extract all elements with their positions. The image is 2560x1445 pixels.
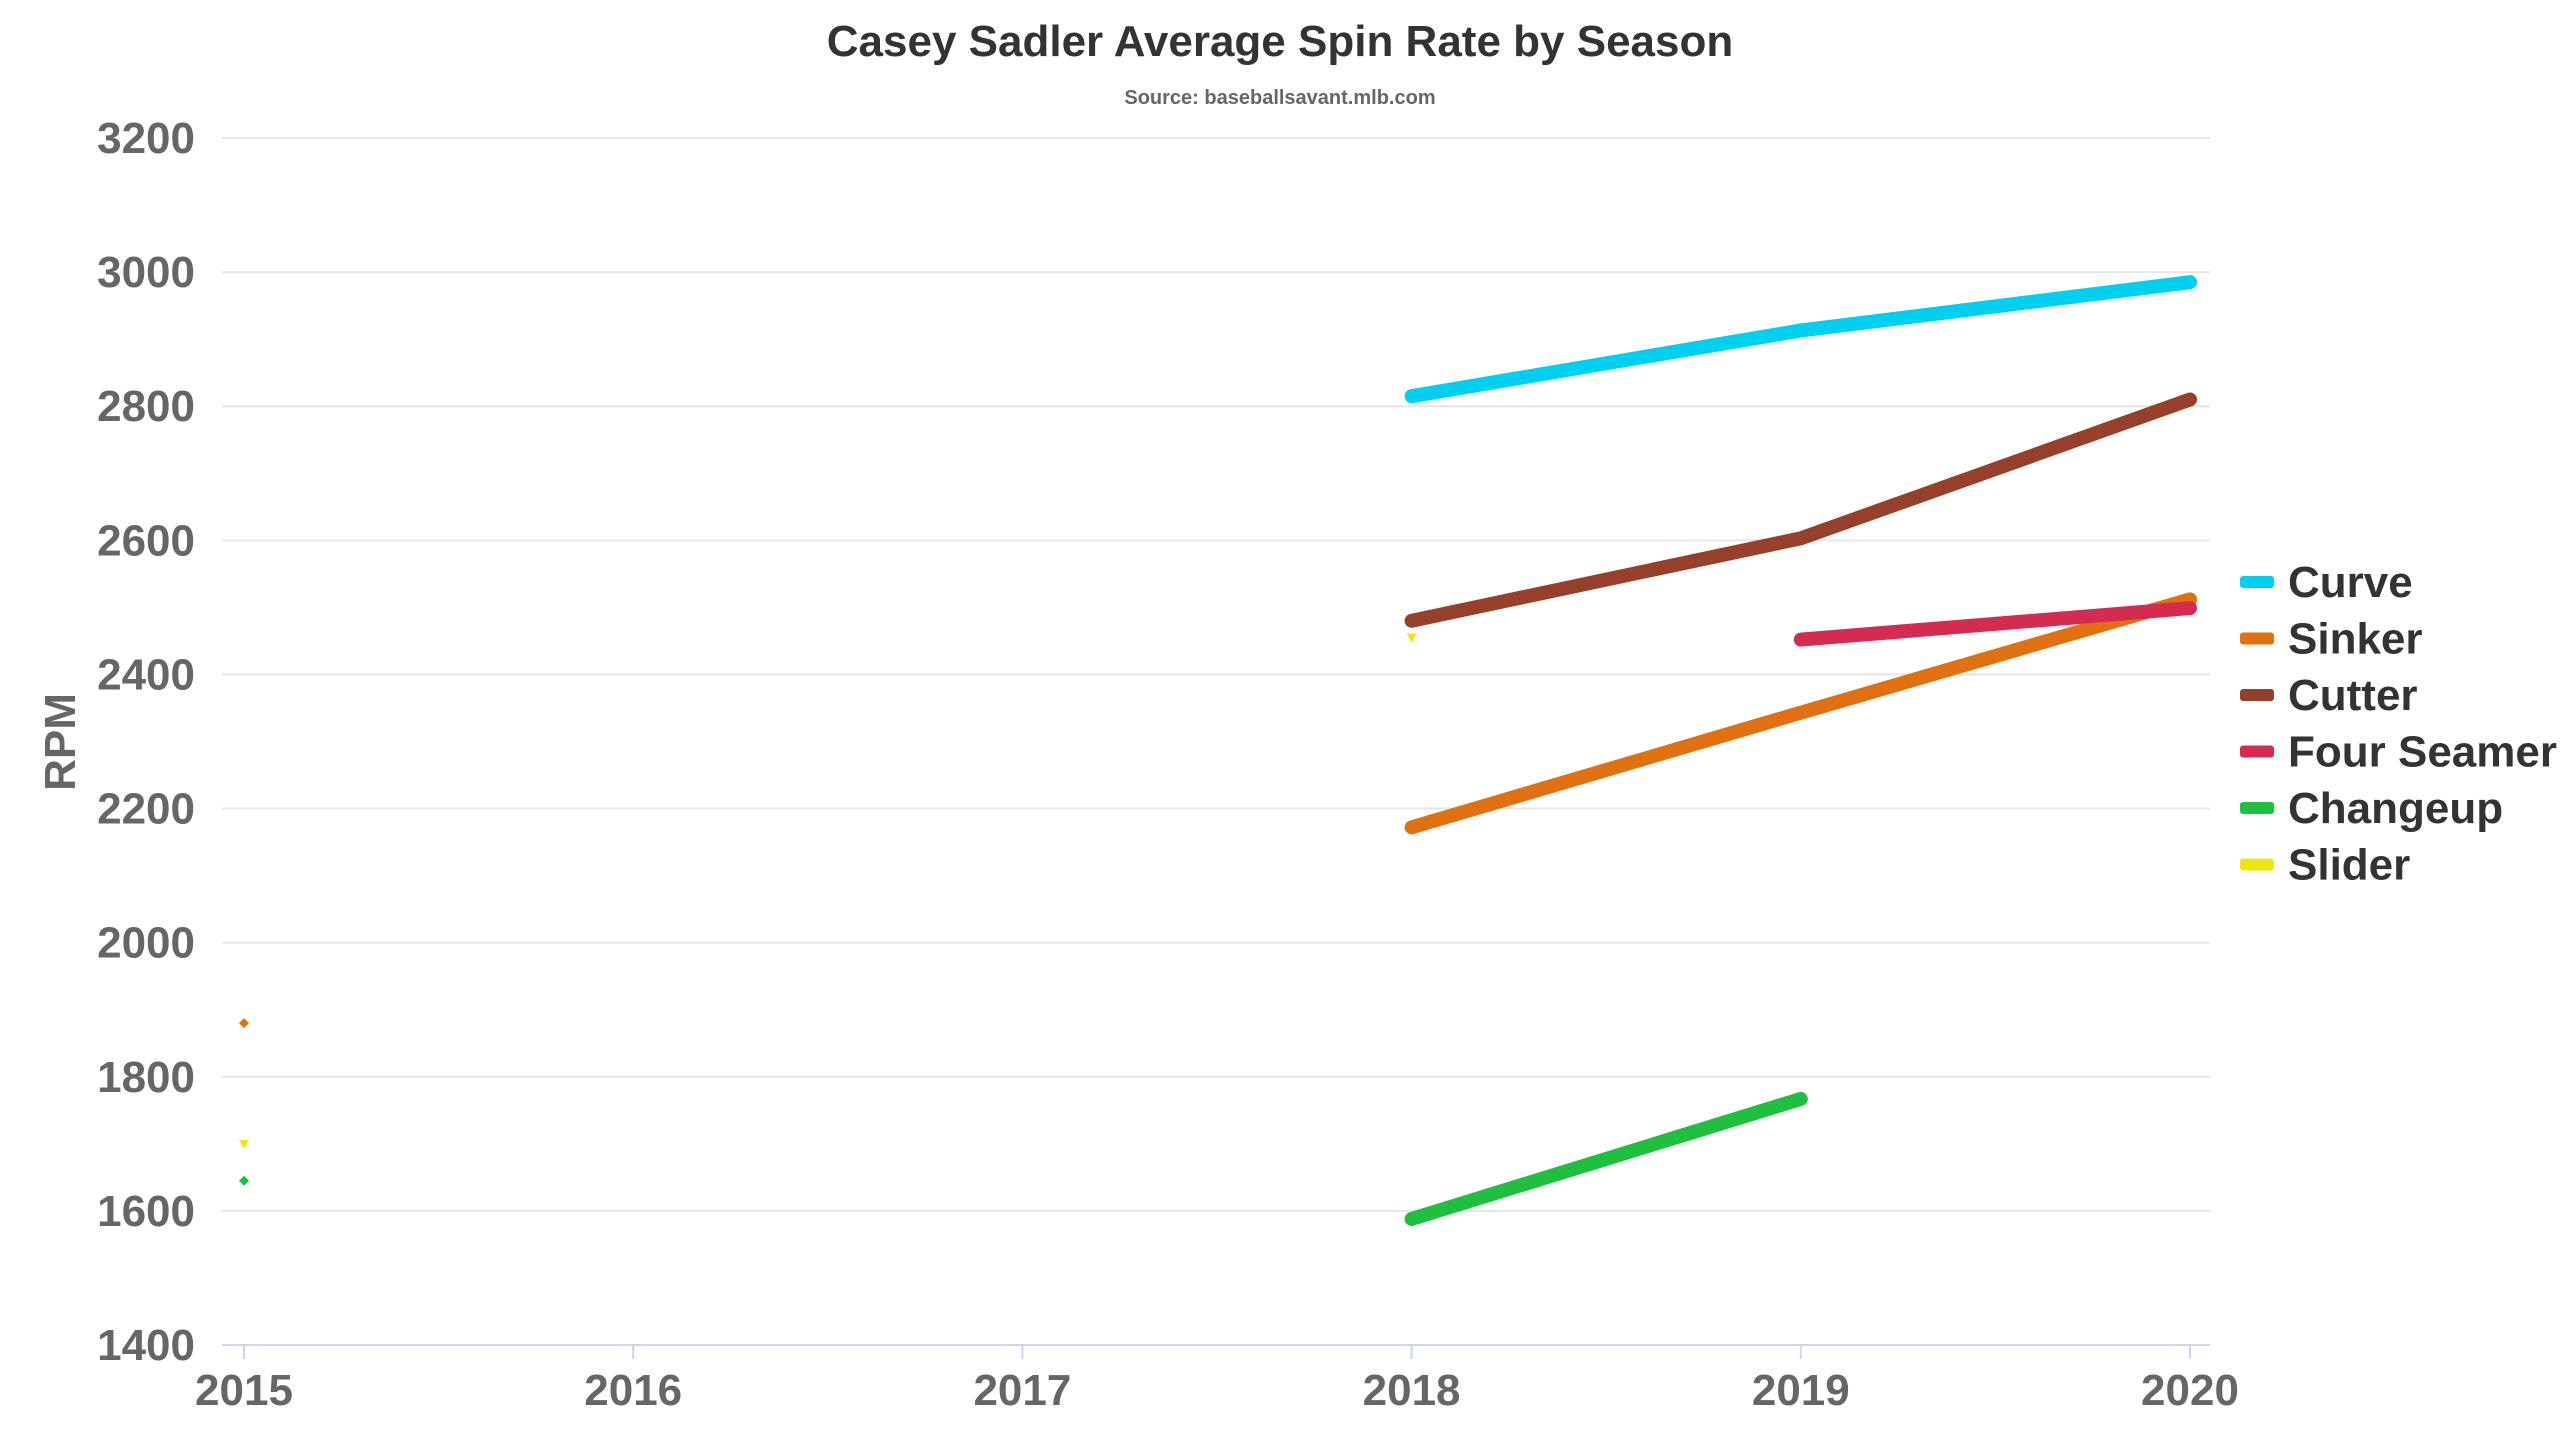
legend-swatch — [2240, 632, 2274, 645]
legend-label: Sinker — [2288, 615, 2423, 664]
gridlines — [222, 137, 2210, 1212]
x-tick-label: 2019 — [1752, 1366, 1850, 1415]
legend-swatch — [2240, 802, 2274, 814]
series-line — [1404, 592, 2197, 835]
axes: 1400 1600 1800 2000 2200 2400 2600 2800 3000 3200… — [97, 114, 2239, 1415]
x-tick-label: 2016 — [584, 1366, 682, 1415]
y-tick-label: 3200 — [97, 114, 195, 163]
x-tick-label: 2018 — [1363, 1366, 1461, 1415]
legend-swatch — [2240, 858, 2274, 871]
legend-swatch — [2240, 689, 2274, 701]
series-cutter — [1404, 392, 2197, 628]
legend-label: Changeup — [2288, 784, 2503, 833]
series-point — [1406, 633, 1417, 643]
chart-subtitle: Source: baseballsavant.mlb.com — [1124, 87, 1435, 109]
series-line — [1793, 601, 2197, 647]
series-changeup — [239, 1091, 1808, 1226]
series-line — [1404, 1091, 1808, 1226]
series-line — [1404, 392, 2197, 628]
chart-title: Casey Sadler Average Spin Rate by Season — [827, 17, 1733, 66]
legend-label: Curve — [2288, 558, 2413, 607]
y-tick-label: 2400 — [97, 650, 195, 699]
series-point — [239, 1175, 249, 1186]
y-tick-label: 1400 — [97, 1321, 195, 1370]
y-tick-label: 2800 — [97, 382, 195, 431]
series-plot-area — [239, 275, 2197, 1226]
legend-item-sinker[interactable]: Sinker — [2240, 615, 2423, 664]
legend-label: Cutter — [2288, 671, 2418, 720]
series-four-seamer — [1793, 601, 2197, 647]
y-tick-label: 2200 — [97, 785, 195, 834]
x-tick-label: 2015 — [195, 1366, 293, 1415]
legend-swatch — [2240, 576, 2274, 588]
y-tick-label: 2600 — [97, 516, 195, 565]
series-point — [239, 1139, 249, 1149]
series-sinker — [239, 592, 2197, 1029]
legend-item-curve[interactable]: Curve — [2240, 558, 2413, 607]
series-slider — [239, 633, 1417, 1149]
series-point — [239, 1018, 249, 1029]
legend-item-changeup[interactable]: Changeup — [2240, 784, 2503, 833]
legend-label: Four Seamer — [2288, 728, 2557, 777]
legend-label: Slider — [2288, 841, 2410, 890]
legend-item-slider[interactable]: Slider — [2240, 841, 2410, 890]
y-tick-label: 1600 — [97, 1187, 195, 1236]
x-tick-label: 2017 — [973, 1366, 1071, 1415]
y-tick-label: 1800 — [97, 1053, 195, 1102]
series-curve — [1404, 275, 2197, 404]
legend-swatch — [2240, 745, 2274, 758]
legend-item-cutter[interactable]: Cutter — [2240, 671, 2418, 720]
series-line — [1404, 275, 2197, 404]
y-tick-label: 2000 — [97, 919, 195, 968]
legend-item-four-seamer[interactable]: Four Seamer — [2240, 728, 2557, 777]
y-axis-title: RPM — [36, 693, 85, 791]
legend[interactable]: Curve Sinker Cutter Four Seamer Changeup Slid… — [2240, 558, 2557, 890]
y-tick-label: 3000 — [97, 248, 195, 297]
x-tick-label: 2020 — [2141, 1366, 2239, 1415]
